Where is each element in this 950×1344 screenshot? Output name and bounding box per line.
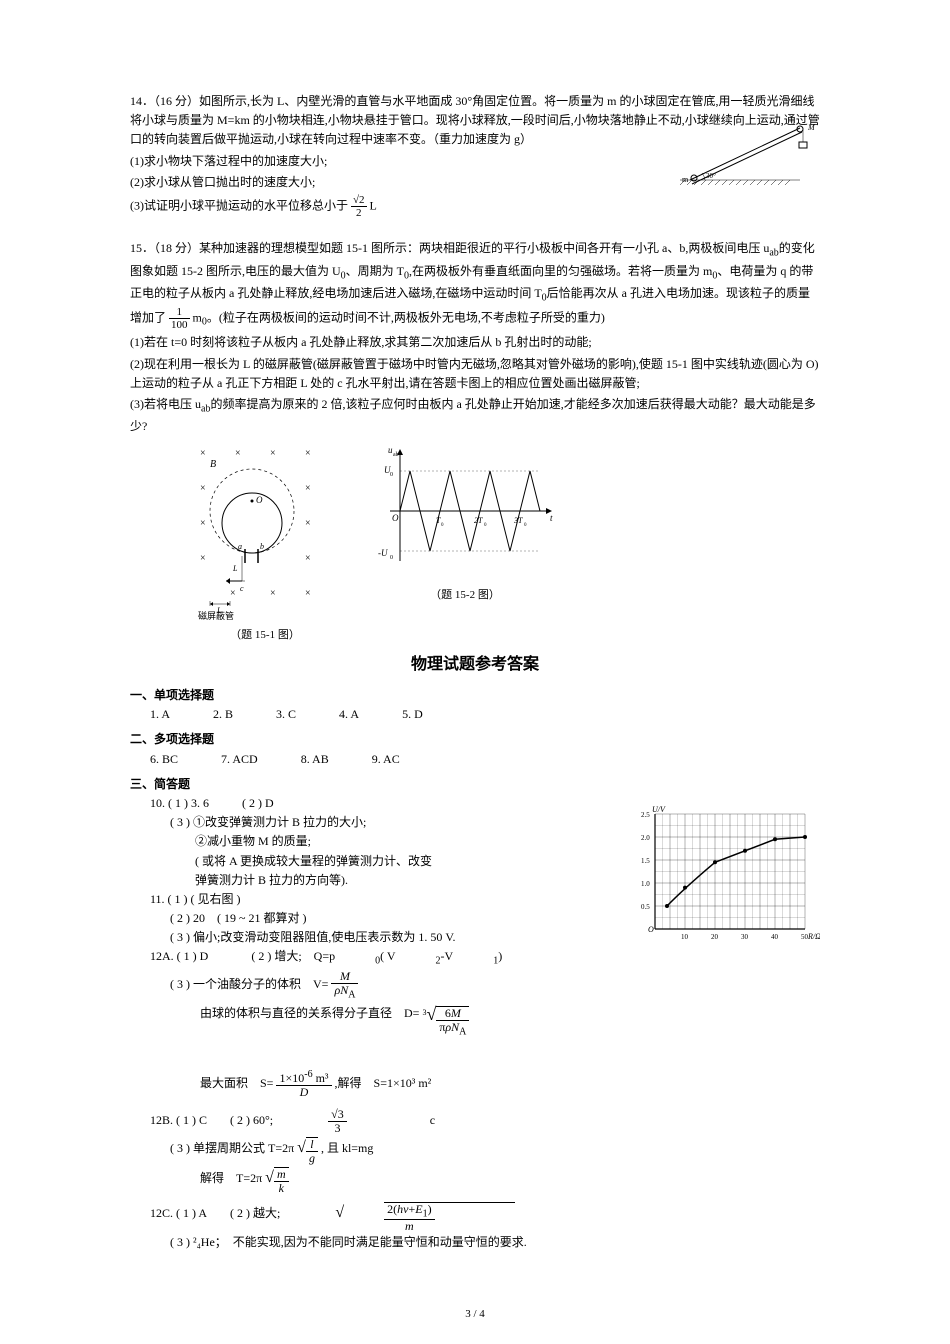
svg-text:2.0: 2.0 <box>641 834 650 842</box>
svg-text:c: c <box>240 584 244 593</box>
q12A-3: ( 3 ) 一个油酸分子的体积 V= M ρNA <box>170 970 820 1001</box>
p15-mass-frac: 1 100 <box>169 306 190 331</box>
fig15-1-caption: （题 15-1 图） <box>190 627 340 645</box>
figure-14-incline: m M 30° <box>680 120 820 196</box>
svg-text:0: 0 <box>390 472 393 478</box>
q12C-12: 12C. ( 1 ) A ( 2 ) 越大; √ 2(hν+E1)m <box>150 1200 820 1234</box>
section-1-header: 一、单项选择题 <box>130 686 820 705</box>
svg-text:×: × <box>200 518 206 529</box>
svg-text:0.5: 0.5 <box>641 903 650 911</box>
svg-text:1.0: 1.0 <box>641 880 650 888</box>
svg-text:0: 0 <box>524 523 527 528</box>
p15-q2: (2)现在利用一根长为 L 的磁屏蔽管(磁屏蔽管置于磁场中时管内无磁场,忽略其对… <box>130 355 820 393</box>
svg-text:×: × <box>200 483 206 494</box>
svg-text:×: × <box>200 553 206 564</box>
svg-text:2.5: 2.5 <box>641 811 650 819</box>
p15-q3: (3)若将电压 uab的频率提高为原来的 2 倍,该粒子应何时由板内 a 孔处静… <box>130 395 820 437</box>
svg-text:O: O <box>392 513 399 523</box>
fig14-label-m: m <box>682 175 689 184</box>
svg-text:40: 40 <box>771 933 779 941</box>
p15-q1: (1)若在 t=0 时刻将该粒子从板内 a 孔处静止释放,求其第二次加速后从 b… <box>130 333 820 352</box>
svg-text:a: a <box>238 542 242 551</box>
p15-header: 15．（18 分）某种加速器的理想模型如题 15-1 图所示：两块相距很近的平行… <box>130 239 820 331</box>
svg-text:0: 0 <box>390 555 393 561</box>
page-number: 3 / 4 <box>465 1306 485 1324</box>
svg-text:t: t <box>550 513 553 523</box>
fig15-1-O-label: O <box>256 495 263 505</box>
fig15-2-caption: （题 15-2 图） <box>370 587 560 605</box>
figure-15-2: uab t U0 -U0 O T0 2T0 3T0 （题 15-2 图） <box>370 441 560 605</box>
q11-chart: U/V R/Ω O 0.5 1.0 1.5 2.0 2.5 10 20 30 4… <box>630 804 820 960</box>
fig15-1-B-label: B <box>210 459 216 470</box>
svg-text:×: × <box>305 448 311 459</box>
section-1-answers: 1. A 2. B 3. C 4. A 5. D <box>150 705 820 724</box>
svg-text:×: × <box>235 448 241 459</box>
p14-q3-suffix: L <box>370 198 377 212</box>
svg-text:×: × <box>270 588 276 599</box>
svg-text:×: × <box>270 448 276 459</box>
svg-text:0: 0 <box>484 523 487 528</box>
q12A-area: 最大面积 S= 1×10-6 m³ D ,解得 S=1×10³ m² <box>200 1069 820 1099</box>
svg-text:×: × <box>230 588 236 599</box>
answers-title: 物理试题参考答案 <box>130 652 820 678</box>
p14-q3-prefix: (3)试证明小球平抛运动的水平位移总小于 <box>130 198 348 212</box>
fig15-1-shield-label: 磁屏蔽管 <box>198 610 234 621</box>
figure-15-1: × × × × × × × × × × × × × B O a b L c <box>190 441 340 645</box>
q12B-3: ( 3 ) 单摆周期公式 T=2π √ lg , 且 kl=mg <box>170 1135 820 1165</box>
svg-text:O: O <box>648 925 654 934</box>
svg-text:1.5: 1.5 <box>641 857 650 865</box>
svg-text:-U: -U <box>378 548 388 558</box>
svg-text:×: × <box>305 518 311 529</box>
svg-text:ab: ab <box>393 452 399 458</box>
p14-q3-frac: √2 2 <box>351 194 367 219</box>
q10-3c: ( 或将 A 更换成较大量程的弹簧测力计、改变弹簧测力计 B 拉力的方向等). <box>195 852 435 890</box>
q12B-solve: 解得 T=2π √ mk <box>200 1165 820 1195</box>
section-3-header: 三、简答题 <box>130 775 820 794</box>
fig14-label-M: M <box>807 123 816 132</box>
svg-text:L: L <box>232 564 238 573</box>
fig14-angle: 30° <box>706 172 716 180</box>
svg-text:50: 50 <box>801 933 809 941</box>
q12A-diameter: 由球的体积与直径的关系得分子直径 D= 3√ 6M πρNA <box>200 1000 820 1035</box>
svg-text:10: 10 <box>681 933 689 941</box>
p14-q3: (3)试证明小球平抛运动的水平位移总小于 √2 2 L <box>130 194 820 219</box>
q12B-12: 12B. ( 1 ) C ( 2 ) 60°; √3 3 c <box>150 1108 820 1135</box>
svg-text:b: b <box>260 542 264 551</box>
chart-xlabel: R/Ω <box>807 932 820 941</box>
q12C-3: ( 3 ) ²₄He； 不能实现,因为不能同时满足能量守恒和动量守恒的要求. <box>170 1233 820 1252</box>
figure-15: × × × × × × × × × × × × × B O a b L c <box>190 441 820 645</box>
section-2-answers: 6. BC 7. ACD 8. AB 9. AC <box>150 750 820 769</box>
svg-text:30: 30 <box>741 933 749 941</box>
svg-text:×: × <box>305 483 311 494</box>
section-2-header: 二、多项选择题 <box>130 730 820 749</box>
svg-text:20: 20 <box>711 933 719 941</box>
svg-text:0: 0 <box>441 523 444 528</box>
svg-text:×: × <box>305 588 311 599</box>
svg-text:×: × <box>200 448 206 459</box>
problem-15: 15．（18 分）某种加速器的理想模型如题 15-1 图所示：两块相距很近的平行… <box>130 239 820 437</box>
svg-text:×: × <box>305 553 311 564</box>
chart-ylabel: U/V <box>652 805 666 814</box>
